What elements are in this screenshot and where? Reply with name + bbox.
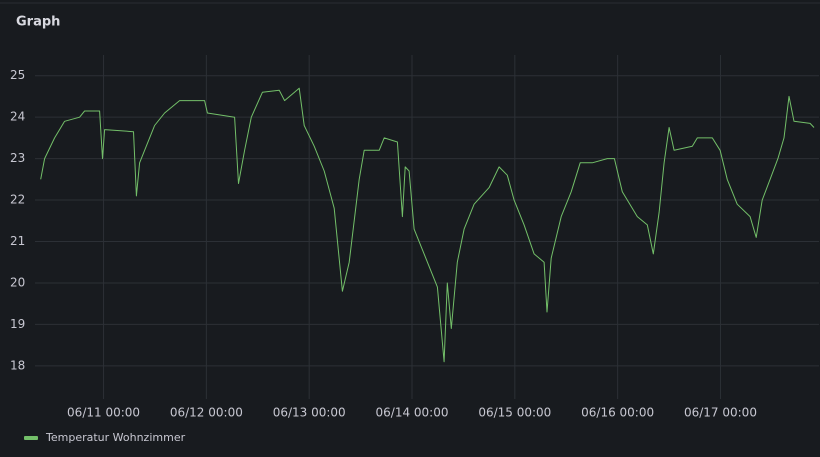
y-tick-label: 23 [10,151,25,165]
y-tick-label: 22 [10,193,25,207]
x-tick-label: 06/14 00:00 [376,406,449,420]
x-tick-label: 06/13 00:00 [273,406,346,420]
x-tick-label: 06/16 00:00 [581,406,654,420]
legend-label[interactable]: Temperatur Wohnzimmer [45,431,186,444]
y-tick-label: 21 [10,234,25,248]
y-tick-label: 19 [10,317,25,331]
y-tick-label: 20 [10,275,25,289]
x-tick-label: 06/15 00:00 [478,406,551,420]
y-tick-label: 25 [10,68,25,82]
y-tick-label: 24 [10,110,25,124]
x-tick-label: 06/17 00:00 [684,406,757,420]
x-tick-label: 06/11 00:00 [67,406,140,420]
series-line [40,87,815,363]
legend-swatch[interactable] [24,436,38,440]
x-tick-label: 06/12 00:00 [170,406,243,420]
panel-title[interactable]: Graph [16,15,60,30]
y-tick-label: 18 [10,358,25,372]
